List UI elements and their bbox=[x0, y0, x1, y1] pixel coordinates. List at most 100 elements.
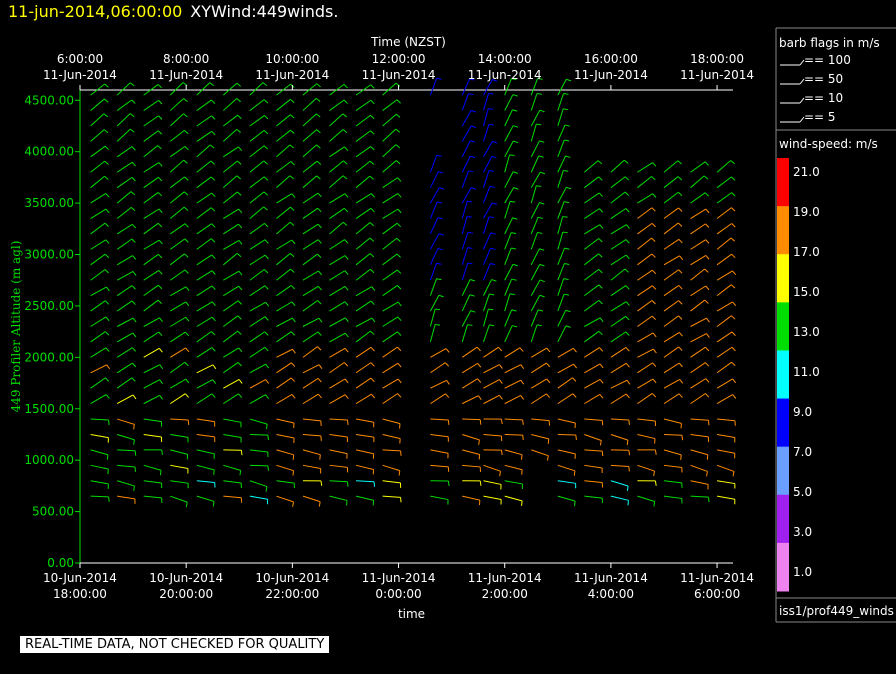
wind-barb bbox=[90, 269, 109, 281]
wind-barb bbox=[663, 362, 683, 374]
barb-staff bbox=[382, 495, 401, 498]
wind-barb bbox=[90, 495, 110, 502]
barb-staff bbox=[382, 128, 397, 142]
barb-flag bbox=[705, 239, 710, 244]
barb-staff bbox=[90, 433, 109, 439]
barb-staff bbox=[169, 393, 186, 405]
barb-staff bbox=[557, 347, 574, 358]
barb-staff bbox=[663, 379, 680, 389]
barb-flag bbox=[237, 114, 242, 120]
barb-flag bbox=[105, 208, 110, 214]
wind-barb bbox=[461, 294, 475, 312]
wind-barb bbox=[557, 186, 572, 204]
wind-barb bbox=[143, 99, 163, 111]
barb-flag bbox=[185, 301, 190, 307]
barb-staff bbox=[637, 362, 653, 374]
wind-barb bbox=[610, 480, 629, 492]
barb-staff bbox=[329, 270, 346, 281]
wind-barb bbox=[276, 418, 295, 428]
barb-staff bbox=[429, 309, 436, 327]
barb-legend-title: barb flags in m/s bbox=[779, 36, 880, 50]
barb-staff bbox=[302, 495, 321, 503]
barb-staff bbox=[557, 155, 567, 173]
barb-flag bbox=[500, 419, 503, 425]
wind-barb bbox=[382, 393, 402, 405]
chart-axes: 0.00500.001000.001500.002000.002500.0030… bbox=[9, 35, 754, 621]
wind-barb bbox=[196, 254, 216, 266]
barb-staff bbox=[610, 239, 627, 250]
barb-staff bbox=[690, 255, 707, 266]
barb-flag bbox=[599, 379, 604, 384]
wind-barb bbox=[430, 464, 450, 472]
barb-staff bbox=[143, 145, 159, 158]
barb-flag bbox=[265, 301, 270, 307]
wind-barb bbox=[483, 123, 495, 142]
barb-flag bbox=[397, 269, 402, 274]
barb-flag bbox=[539, 263, 545, 267]
barb-flag bbox=[467, 262, 473, 265]
barb-flag bbox=[184, 253, 189, 258]
barb-staff bbox=[196, 238, 212, 250]
barb-flag bbox=[131, 146, 136, 151]
barb-staff bbox=[143, 239, 160, 250]
barb-staff bbox=[276, 480, 295, 484]
wind-barb bbox=[116, 191, 136, 204]
barb-flag bbox=[371, 393, 376, 399]
barb-flag bbox=[447, 480, 450, 487]
barb-staff bbox=[530, 309, 539, 327]
barb-staff bbox=[429, 187, 440, 204]
wind-barb bbox=[355, 160, 375, 173]
barb-flag bbox=[373, 481, 376, 487]
barb-flag bbox=[704, 362, 710, 367]
wind-barb bbox=[716, 223, 736, 235]
barb-flag bbox=[677, 176, 683, 181]
barb-flag bbox=[732, 270, 737, 276]
wind-barb bbox=[196, 364, 217, 374]
barb-staff bbox=[329, 221, 344, 235]
barb-flag bbox=[239, 470, 242, 476]
wind-barb bbox=[429, 308, 441, 327]
wind-barb bbox=[169, 269, 189, 281]
barb-staff bbox=[302, 285, 319, 297]
barb-staff bbox=[196, 223, 212, 235]
barb-staff bbox=[302, 129, 317, 142]
barb-staff bbox=[302, 207, 319, 219]
wind-barb bbox=[116, 377, 136, 389]
barb-staff bbox=[716, 223, 732, 235]
barb-staff bbox=[504, 264, 514, 281]
barb-flag bbox=[705, 378, 710, 383]
wind-barb bbox=[116, 113, 135, 127]
barb-staff bbox=[530, 362, 547, 374]
wind-barb bbox=[430, 362, 450, 374]
barb-flag bbox=[105, 316, 110, 322]
barb-staff bbox=[276, 193, 293, 204]
barb-staff bbox=[530, 185, 537, 204]
barb-flag bbox=[343, 160, 348, 165]
barb-staff bbox=[557, 108, 564, 127]
colorbar-segment bbox=[777, 398, 789, 448]
barb-staff bbox=[716, 270, 733, 281]
wind-barb bbox=[196, 347, 216, 358]
wind-barb bbox=[610, 362, 630, 374]
wind-barb bbox=[430, 480, 450, 487]
wind-barb bbox=[610, 176, 630, 189]
barb-flag bbox=[183, 206, 189, 211]
barb-staff bbox=[276, 129, 291, 142]
wind-barb bbox=[196, 192, 216, 204]
colorbar-label: 13.0 bbox=[793, 325, 820, 339]
wind-barb bbox=[355, 146, 375, 158]
barb-staff bbox=[429, 263, 437, 281]
colorbar-label: 15.0 bbox=[793, 285, 820, 299]
wind-barb bbox=[557, 231, 568, 250]
barb-flag bbox=[537, 77, 543, 80]
barb-staff bbox=[117, 418, 135, 425]
barb-staff bbox=[90, 286, 107, 297]
wind-barb bbox=[716, 315, 736, 327]
barb-staff bbox=[382, 331, 398, 343]
barb-staff bbox=[302, 377, 319, 389]
barb-staff bbox=[249, 464, 268, 467]
barb-staff bbox=[116, 191, 132, 204]
barb-flag bbox=[318, 501, 321, 507]
barb-flag bbox=[370, 146, 375, 151]
wind-barb bbox=[116, 206, 136, 219]
